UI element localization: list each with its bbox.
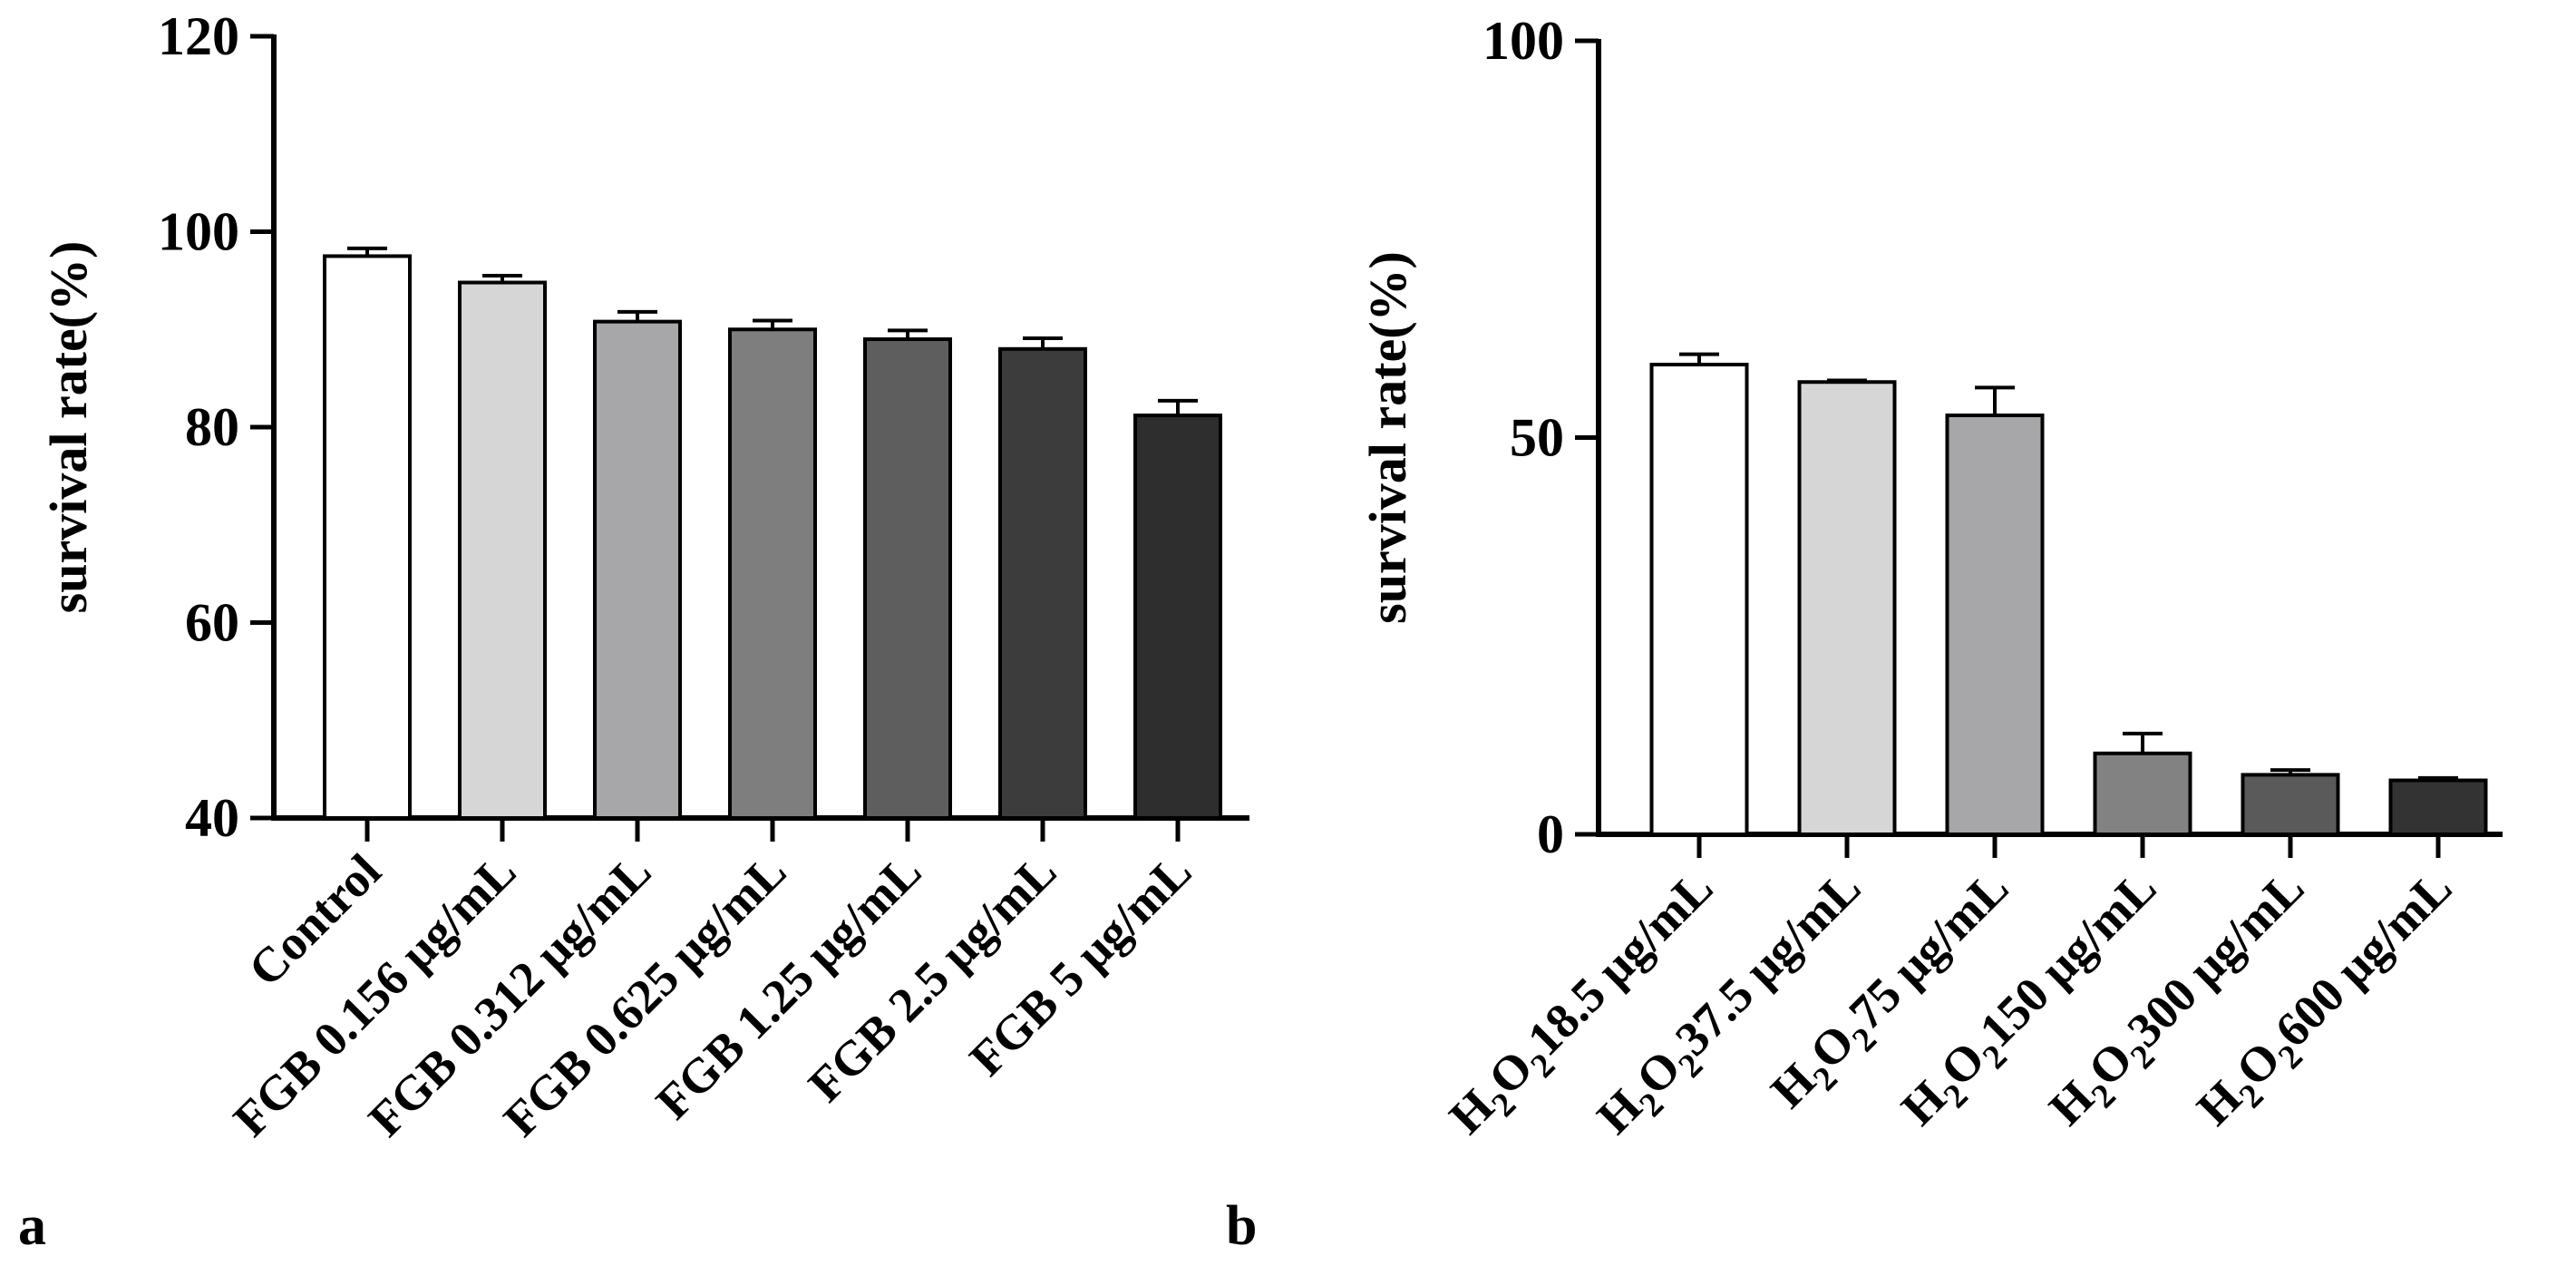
bar (728, 327, 817, 820)
y-tick-label: 100 (158, 202, 239, 262)
x-category-label: H2O2600 μg/mL (2186, 860, 2469, 1143)
panel-label: a (18, 1195, 46, 1257)
y-tick-label: 120 (158, 6, 239, 66)
bar (863, 337, 952, 820)
bar (2093, 751, 2192, 836)
x-category-label: H2O2300 μg/mL (2038, 860, 2321, 1143)
y-tick-label: 80 (185, 397, 239, 457)
y-tick-label: 50 (1510, 408, 1564, 468)
x-category-label: H2O2150 μg/mL (1891, 860, 2173, 1143)
y-axis-title: survival rate(%) (1358, 251, 1417, 624)
y-tick-label: 60 (185, 593, 239, 653)
bar (1133, 414, 1222, 820)
y-tick-label: 100 (1482, 11, 1564, 71)
bar (593, 319, 682, 820)
bar (323, 254, 412, 820)
bar (1945, 414, 2045, 836)
y-axis-title: survival rate(%) (39, 241, 98, 614)
bar (1649, 363, 1749, 836)
y-tick-label: 40 (185, 788, 239, 848)
y-tick-label: 0 (1537, 804, 1564, 864)
x-category-label: FGB 2.5 μg/mL (798, 843, 1066, 1112)
bar (1797, 380, 1897, 836)
bar (2241, 773, 2340, 836)
bar (458, 280, 547, 820)
panel-label: b (1226, 1195, 1257, 1257)
x-category-label: H2O237.5 μg/mL (1587, 860, 1878, 1151)
bar (998, 346, 1087, 820)
bar (2388, 778, 2488, 836)
